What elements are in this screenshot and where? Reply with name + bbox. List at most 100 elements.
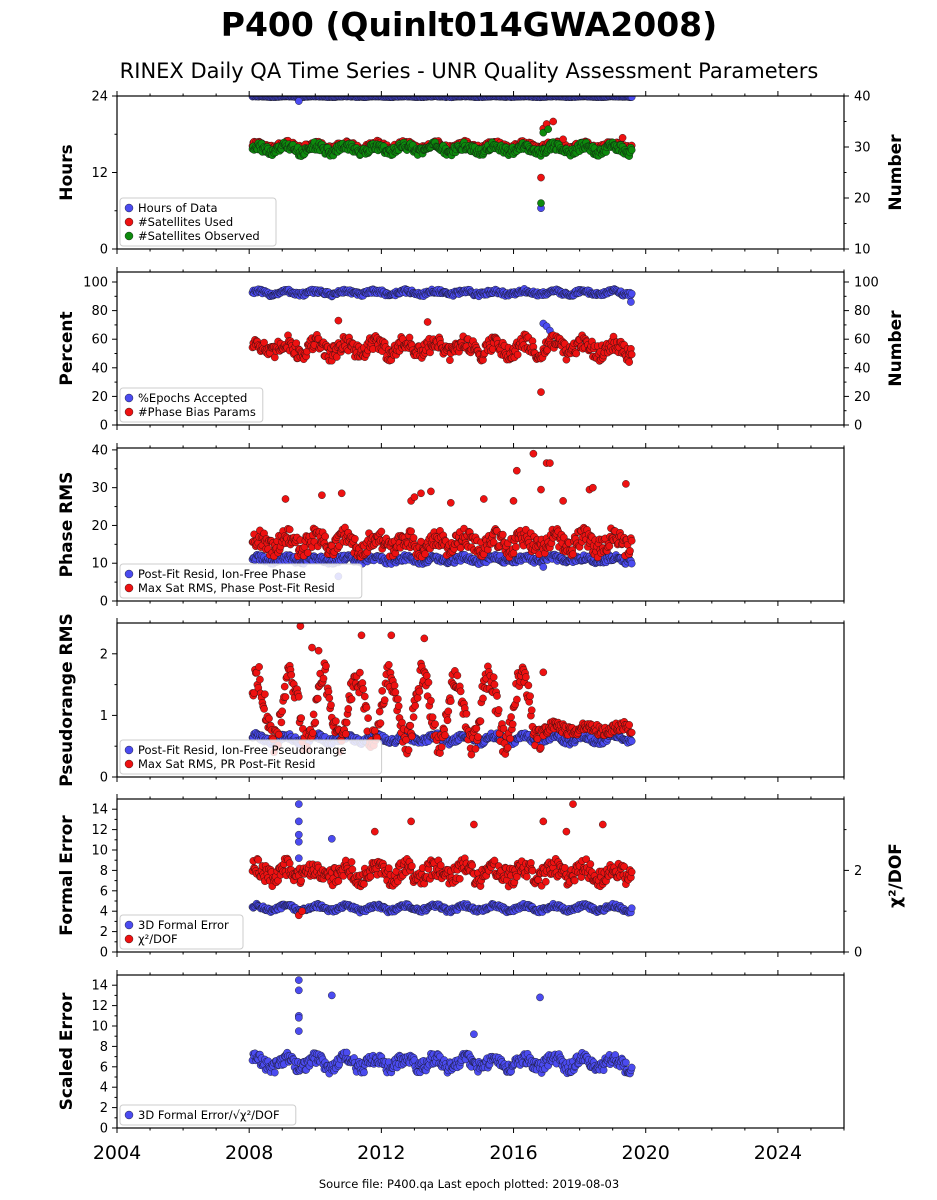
data-point bbox=[294, 854, 303, 863]
series-blue bbox=[248, 550, 636, 581]
data-point bbox=[627, 350, 636, 359]
data-point bbox=[549, 117, 558, 126]
data-point bbox=[441, 731, 449, 740]
legend-marker bbox=[124, 393, 134, 403]
data-point bbox=[537, 173, 545, 182]
data-point bbox=[572, 349, 581, 358]
legend-marker bbox=[124, 569, 134, 579]
data-point bbox=[424, 678, 433, 687]
y-tick-label: 10 bbox=[91, 557, 108, 572]
data-point bbox=[489, 673, 498, 682]
legend-label: #Satellites Observed bbox=[138, 229, 260, 243]
data-point bbox=[508, 720, 517, 729]
data-point bbox=[344, 705, 353, 713]
data-point bbox=[467, 750, 476, 759]
plot-area bbox=[248, 449, 636, 581]
series-blue bbox=[248, 800, 636, 917]
data-point bbox=[265, 714, 273, 723]
series-red bbox=[248, 800, 636, 920]
series-blue bbox=[248, 96, 636, 212]
data-point bbox=[537, 199, 545, 207]
data-point bbox=[285, 525, 294, 534]
data-point bbox=[324, 687, 333, 696]
data-point bbox=[527, 706, 536, 715]
data-point bbox=[479, 694, 487, 703]
data-point bbox=[559, 497, 567, 505]
data-point bbox=[322, 662, 330, 670]
legend-marker bbox=[124, 217, 134, 227]
data-point bbox=[559, 135, 567, 144]
data-point bbox=[398, 718, 406, 727]
y-tick-label: 40 bbox=[91, 361, 108, 376]
data-point bbox=[493, 692, 501, 700]
data-point bbox=[410, 493, 419, 501]
y-tick-label: 20 bbox=[91, 519, 108, 534]
data-point bbox=[462, 710, 471, 718]
legend-label: %Epochs Accepted bbox=[138, 391, 247, 405]
data-point bbox=[627, 289, 636, 298]
series-blue bbox=[248, 285, 636, 335]
data-point bbox=[327, 835, 336, 843]
data-point bbox=[537, 485, 545, 494]
y-tick-label: 0 bbox=[100, 243, 108, 258]
data-point bbox=[427, 487, 435, 496]
data-point bbox=[297, 714, 306, 722]
data-point bbox=[294, 800, 303, 808]
data-point bbox=[261, 690, 269, 699]
data-point bbox=[408, 732, 416, 741]
legend-label: Max Sat RMS, Phase Post-Fit Resid bbox=[138, 581, 335, 595]
data-point bbox=[308, 729, 317, 737]
data-point bbox=[294, 830, 303, 839]
y2-tick-label: 20 bbox=[854, 192, 871, 207]
data-point bbox=[453, 671, 462, 680]
data-point bbox=[390, 681, 399, 690]
data-point bbox=[314, 646, 323, 655]
data-point bbox=[409, 713, 418, 721]
legend-marker bbox=[124, 203, 134, 213]
series-green bbox=[248, 125, 636, 207]
legend-marker bbox=[124, 759, 134, 769]
data-point bbox=[308, 643, 316, 652]
y2-tick-label: 0 bbox=[854, 419, 862, 434]
data-point bbox=[627, 146, 636, 154]
data-point bbox=[471, 745, 480, 753]
data-point bbox=[494, 706, 503, 714]
data-point bbox=[347, 695, 356, 704]
data-point bbox=[627, 298, 635, 306]
data-point bbox=[254, 856, 263, 864]
data-point bbox=[533, 735, 542, 743]
data-point bbox=[351, 535, 359, 543]
data-point bbox=[294, 693, 303, 701]
data-point bbox=[294, 97, 303, 105]
data-point bbox=[544, 125, 553, 133]
plot-area bbox=[248, 96, 636, 212]
data-point bbox=[627, 559, 636, 568]
data-point bbox=[311, 718, 320, 727]
data-point bbox=[490, 680, 499, 689]
data-point bbox=[489, 538, 498, 547]
legend-label: Post-Fit Resid, Ion-Free Phase bbox=[138, 567, 306, 581]
data-point bbox=[589, 483, 597, 492]
data-point bbox=[303, 549, 312, 557]
data-point bbox=[605, 542, 614, 551]
legend-marker bbox=[124, 407, 134, 417]
y-axis-label: Percent bbox=[57, 311, 77, 385]
data-point bbox=[411, 702, 420, 710]
data-point bbox=[377, 527, 386, 536]
data-point bbox=[524, 681, 533, 690]
legend-box bbox=[119, 387, 264, 423]
data-point bbox=[337, 489, 346, 498]
data-point bbox=[296, 623, 305, 630]
data-point bbox=[509, 497, 518, 505]
data-point bbox=[446, 697, 455, 705]
legend-label: Hours of Data bbox=[138, 201, 218, 215]
data-point bbox=[364, 714, 372, 722]
data-point bbox=[281, 693, 290, 701]
data-point bbox=[260, 705, 268, 713]
data-point bbox=[420, 634, 429, 643]
data-point bbox=[319, 674, 328, 683]
